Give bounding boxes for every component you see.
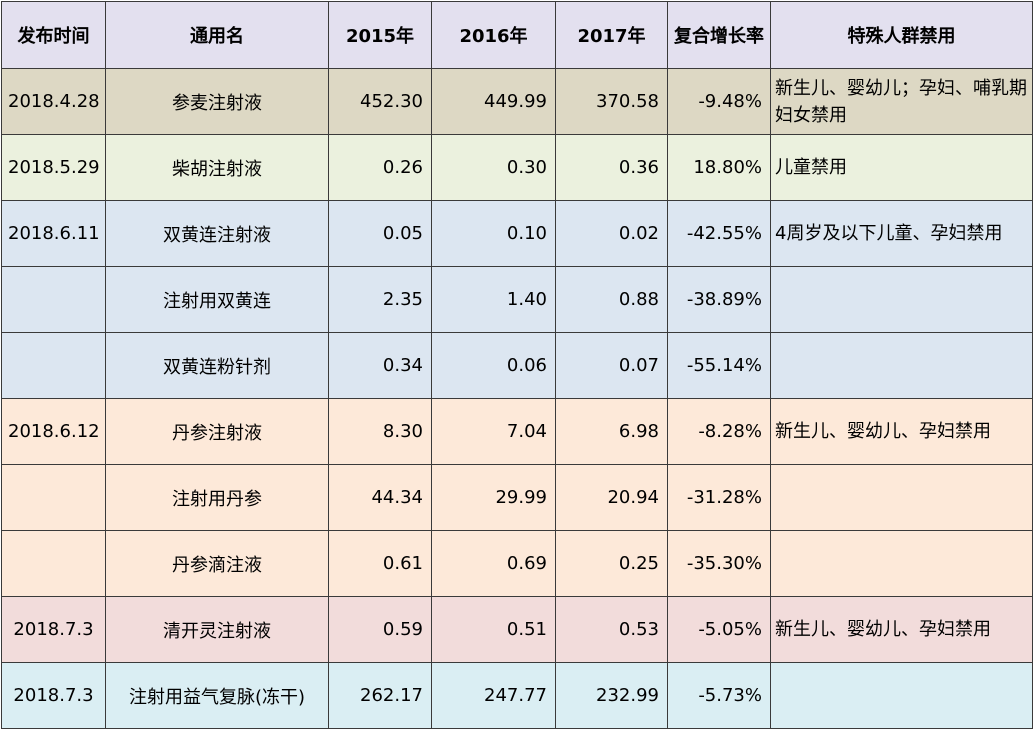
value-2015-cell: 0.34 bbox=[328, 332, 432, 399]
generic-name-cell: 注射用双黄连 bbox=[105, 266, 329, 333]
restriction-cell: 新生儿、婴幼儿、孕妇禁用 bbox=[770, 398, 1033, 465]
release-date-cell: 2018.4.28 bbox=[1, 68, 106, 135]
table-row: 2018.5.29 柴胡注射液 0.26 0.30 0.36 18.80% 儿童… bbox=[1, 134, 1033, 201]
generic-name-cell: 参麦注射液 bbox=[105, 68, 329, 135]
release-date-cell: 2018.7.3 bbox=[1, 662, 106, 729]
generic-name-cell: 丹参注射液 bbox=[105, 398, 329, 465]
generic-name-cell: 注射用丹参 bbox=[105, 464, 329, 531]
cagr-cell: -55.14% bbox=[667, 332, 771, 399]
restriction-cell bbox=[770, 266, 1033, 333]
cagr-cell: -9.48% bbox=[667, 68, 771, 135]
value-2015-cell: 0.05 bbox=[328, 200, 432, 267]
header-special-population: 特殊人群禁用 bbox=[770, 1, 1033, 69]
value-2016-cell: 0.51 bbox=[431, 596, 556, 663]
header-release-date: 发布时间 bbox=[1, 1, 106, 69]
value-2015-cell: 2.35 bbox=[328, 266, 432, 333]
table-row: 2018.6.11 双黄连注射液 0.05 0.10 0.02 -42.55% … bbox=[1, 200, 1033, 267]
restriction-cell bbox=[770, 464, 1033, 531]
cagr-cell: -31.28% bbox=[667, 464, 771, 531]
table-row: 注射用双黄连 2.35 1.40 0.88 -38.89% bbox=[1, 266, 1033, 333]
generic-name-cell: 注射用益气复脉(冻干) bbox=[105, 662, 329, 729]
cagr-cell: -38.89% bbox=[667, 266, 771, 333]
value-2016-cell: 0.10 bbox=[431, 200, 556, 267]
restriction-cell: 4周岁及以下儿童、孕妇禁用 bbox=[770, 200, 1033, 267]
release-date-cell bbox=[1, 266, 106, 333]
value-2015-cell: 452.30 bbox=[328, 68, 432, 135]
restriction-cell: 新生儿、婴幼儿、孕妇禁用 bbox=[770, 596, 1033, 663]
value-2017-cell: 232.99 bbox=[555, 662, 668, 729]
value-2017-cell: 0.02 bbox=[555, 200, 668, 267]
cagr-cell: -5.05% bbox=[667, 596, 771, 663]
value-2015-cell: 0.61 bbox=[328, 530, 432, 597]
release-date-cell: 2018.7.3 bbox=[1, 596, 106, 663]
table-row: 2018.6.12 丹参注射液 8.30 7.04 6.98 -8.28% 新生… bbox=[1, 398, 1033, 465]
release-date-cell: 2018.6.11 bbox=[1, 200, 106, 267]
table-row: 双黄连粉针剂 0.34 0.06 0.07 -55.14% bbox=[1, 332, 1033, 399]
generic-name-cell: 双黄连粉针剂 bbox=[105, 332, 329, 399]
value-2016-cell: 247.77 bbox=[431, 662, 556, 729]
table-row: 2018.4.28 参麦注射液 452.30 449.99 370.58 -9.… bbox=[1, 68, 1033, 135]
cagr-cell: -5.73% bbox=[667, 662, 771, 729]
value-2017-cell: 0.88 bbox=[555, 266, 668, 333]
header-2016: 2016年 bbox=[431, 1, 556, 69]
table-row: 2018.7.3 注射用益气复脉(冻干) 262.17 247.77 232.9… bbox=[1, 662, 1033, 729]
value-2016-cell: 1.40 bbox=[431, 266, 556, 333]
restriction-cell bbox=[770, 530, 1033, 597]
header-row: 发布时间 通用名 2015年 2016年 2017年 复合增长率 特殊人群禁用 bbox=[1, 1, 1033, 69]
value-2015-cell: 0.26 bbox=[328, 134, 432, 201]
generic-name-cell: 丹参滴注液 bbox=[105, 530, 329, 597]
value-2017-cell: 20.94 bbox=[555, 464, 668, 531]
release-date-cell bbox=[1, 530, 106, 597]
table-row: 丹参滴注液 0.61 0.69 0.25 -35.30% bbox=[1, 530, 1033, 597]
value-2017-cell: 6.98 bbox=[555, 398, 668, 465]
cagr-cell: -35.30% bbox=[667, 530, 771, 597]
cagr-cell: -8.28% bbox=[667, 398, 771, 465]
value-2017-cell: 0.53 bbox=[555, 596, 668, 663]
restriction-cell: 儿童禁用 bbox=[770, 134, 1033, 201]
value-2017-cell: 0.07 bbox=[555, 332, 668, 399]
table-row: 注射用丹参 44.34 29.99 20.94 -31.28% bbox=[1, 464, 1033, 531]
value-2015-cell: 0.59 bbox=[328, 596, 432, 663]
release-date-cell: 2018.5.29 bbox=[1, 134, 106, 201]
value-2015-cell: 8.30 bbox=[328, 398, 432, 465]
value-2016-cell: 0.06 bbox=[431, 332, 556, 399]
generic-name-cell: 清开灵注射液 bbox=[105, 596, 329, 663]
value-2016-cell: 0.69 bbox=[431, 530, 556, 597]
value-2016-cell: 7.04 bbox=[431, 398, 556, 465]
header-cagr: 复合增长率 bbox=[667, 1, 771, 69]
generic-name-cell: 双黄连注射液 bbox=[105, 200, 329, 267]
value-2017-cell: 0.25 bbox=[555, 530, 668, 597]
restriction-cell bbox=[770, 332, 1033, 399]
release-date-cell bbox=[1, 332, 106, 399]
header-generic-name: 通用名 bbox=[105, 1, 329, 69]
header-2015: 2015年 bbox=[328, 1, 432, 69]
table-row: 2018.7.3 清开灵注射液 0.59 0.51 0.53 -5.05% 新生… bbox=[1, 596, 1033, 663]
release-date-cell bbox=[1, 464, 106, 531]
value-2015-cell: 44.34 bbox=[328, 464, 432, 531]
value-2016-cell: 449.99 bbox=[431, 68, 556, 135]
cagr-cell: -42.55% bbox=[667, 200, 771, 267]
header-2017: 2017年 bbox=[555, 1, 668, 69]
restriction-cell bbox=[770, 662, 1033, 729]
cagr-cell: 18.80% bbox=[667, 134, 771, 201]
value-2017-cell: 0.36 bbox=[555, 134, 668, 201]
restriction-cell: 新生儿、婴幼儿；孕妇、哺乳期妇女禁用 bbox=[770, 68, 1033, 135]
value-2016-cell: 0.30 bbox=[431, 134, 556, 201]
value-2015-cell: 262.17 bbox=[328, 662, 432, 729]
generic-name-cell: 柴胡注射液 bbox=[105, 134, 329, 201]
release-date-cell: 2018.6.12 bbox=[1, 398, 106, 465]
value-2016-cell: 29.99 bbox=[431, 464, 556, 531]
value-2017-cell: 370.58 bbox=[555, 68, 668, 135]
